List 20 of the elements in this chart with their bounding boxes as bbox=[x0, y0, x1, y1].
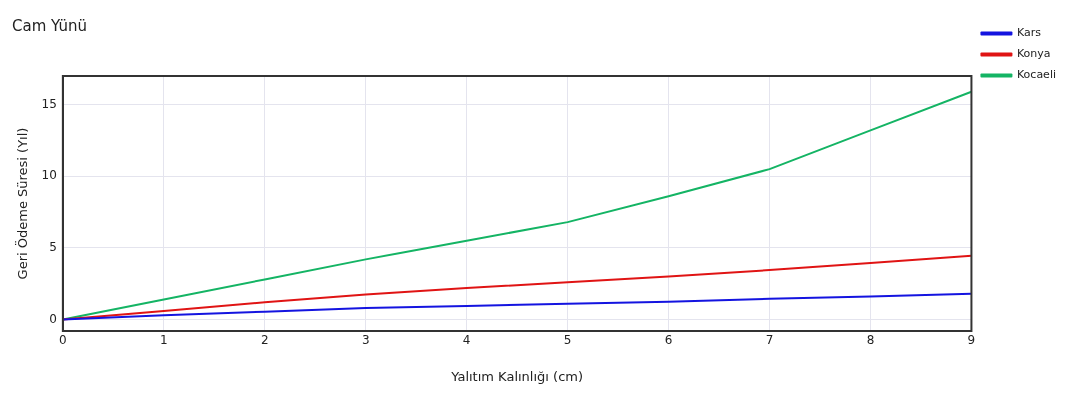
x-axis-title: Yalıtım Kalınlığı (cm) bbox=[450, 368, 584, 384]
x-tick-label: 5 bbox=[563, 333, 572, 348]
x-tick-label: 0 bbox=[59, 333, 67, 348]
y-axis-title: Geri Ödeme Süresi (Yıl) bbox=[14, 127, 31, 280]
x-tick-label: 9 bbox=[967, 333, 976, 348]
x-tick-label: 1 bbox=[160, 333, 168, 348]
chart-title: Cam Yünü bbox=[12, 16, 88, 35]
x-tick-label: 4 bbox=[462, 333, 471, 348]
y-tick-label: 5 bbox=[49, 240, 57, 255]
legend-label: Kars bbox=[1016, 26, 1042, 40]
legend-label: Kocaeli bbox=[1016, 68, 1057, 82]
x-tick-label: 8 bbox=[866, 333, 875, 348]
y-tick-label: 0 bbox=[49, 311, 57, 326]
legend-label: Konya bbox=[1016, 47, 1051, 61]
y-tick-label: 15 bbox=[41, 96, 57, 111]
x-tick-label: 2 bbox=[260, 333, 269, 348]
x-tick-label: 6 bbox=[664, 333, 673, 348]
x-tick-label: 3 bbox=[361, 333, 370, 348]
x-tick-label: 7 bbox=[765, 333, 774, 348]
y-tick-label: 10 bbox=[41, 168, 57, 183]
